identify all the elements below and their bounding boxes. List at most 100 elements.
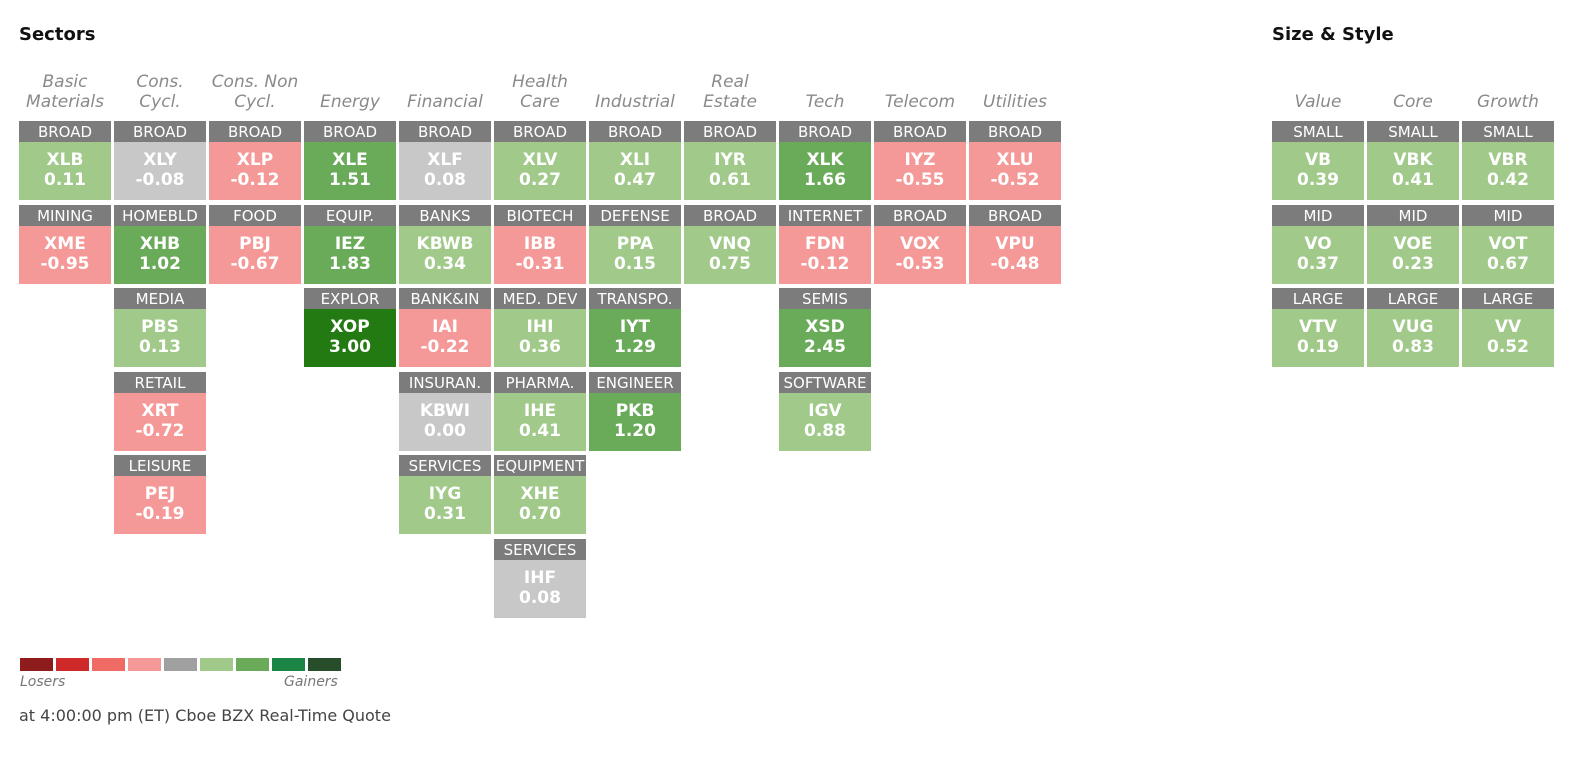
etf-tile-iyr[interactable]: BROAD IYR 0.61 xyxy=(684,121,776,200)
tile-ticker: XLI xyxy=(619,150,651,170)
etf-tile-vbr[interactable]: SMALL VBR 0.42 xyxy=(1462,121,1554,200)
etf-tile-vv[interactable]: LARGE VV 0.52 xyxy=(1462,288,1554,367)
etf-tile-xlk[interactable]: BROAD XLK 1.66 xyxy=(779,121,871,200)
etf-tile-vb[interactable]: SMALL VB 0.39 xyxy=(1272,121,1364,200)
tile-category-label: MINING xyxy=(19,204,111,226)
etf-tile-vnq[interactable]: BROAD VNQ 0.75 xyxy=(684,204,776,284)
tile-category-label: EXPLOR xyxy=(304,288,396,309)
etf-tile-pej[interactable]: LEISURE PEJ -0.19 xyxy=(114,455,206,534)
etf-tile-fdn[interactable]: INTERNET FDN -0.12 xyxy=(779,204,871,284)
column-header: Cons. Cycl. xyxy=(136,72,184,112)
etf-tile-xme[interactable]: MINING XME -0.95 xyxy=(19,204,111,284)
etf-tile-vtv[interactable]: LARGE VTV 0.19 xyxy=(1272,288,1364,367)
legend-swatch xyxy=(272,658,305,671)
tile-change: 0.61 xyxy=(709,170,751,190)
tile-category-label: MEDIA xyxy=(114,288,206,309)
tile-change: 0.88 xyxy=(804,420,846,441)
tile-ticker: XLY xyxy=(143,150,177,170)
column-telecom: Telecom BROAD IYZ -0.55 BROAD VOX -0.53 xyxy=(874,70,966,284)
etf-tile-xhe[interactable]: EQUIPMENT XHE 0.70 xyxy=(494,455,586,534)
tile-change: -0.22 xyxy=(420,337,470,357)
sectors-title: Sectors xyxy=(19,24,96,45)
legend-swatch xyxy=(200,658,233,671)
legend-swatch xyxy=(92,658,125,671)
tile-body: VTV 0.19 xyxy=(1272,309,1364,367)
tile-change: 0.47 xyxy=(614,170,656,190)
etf-tile-pbs[interactable]: MEDIA PBS 0.13 xyxy=(114,288,206,367)
etf-tile-vpu[interactable]: BROAD VPU -0.48 xyxy=(969,204,1061,284)
tile-change: -0.19 xyxy=(135,504,185,524)
tile-change: -0.12 xyxy=(230,170,280,190)
etf-tile-xlu[interactable]: BROAD XLU -0.52 xyxy=(969,121,1061,200)
etf-tile-iez[interactable]: EQUIP. IEZ 1.83 xyxy=(304,204,396,284)
tile-change: 1.66 xyxy=(804,170,846,190)
etf-tile-xrt[interactable]: RETAIL XRT -0.72 xyxy=(114,371,206,451)
etf-tile-kbwi[interactable]: INSURAN. KBWI 0.00 xyxy=(399,371,491,451)
tile-change: 0.83 xyxy=(1392,337,1434,357)
etf-tile-pbj[interactable]: FOOD PBJ -0.67 xyxy=(209,204,301,284)
etf-tile-ibb[interactable]: BIOTECH IBB -0.31 xyxy=(494,204,586,284)
tile-change: 0.23 xyxy=(1392,253,1434,274)
tile-category-label: INTERNET xyxy=(779,204,871,226)
tile-change: -0.52 xyxy=(990,170,1040,190)
tile-ticker: PEJ xyxy=(144,484,176,504)
tile-change: 0.34 xyxy=(424,253,466,274)
tile-category-label: EQUIPMENT xyxy=(494,455,586,476)
tile-change: 0.75 xyxy=(709,253,751,274)
tile-body: XME -0.95 xyxy=(19,225,111,284)
column-value: Value SMALL VB 0.39 MID VO 0.37 LARGE VTV 0.19 xyxy=(1272,70,1364,367)
etf-tile-vo[interactable]: MID VO 0.37 xyxy=(1272,204,1364,284)
etf-tile-ppa[interactable]: DEFENSE PPA 0.15 xyxy=(589,204,681,284)
column-header: Financial xyxy=(407,92,483,112)
etf-tile-xlv[interactable]: BROAD XLV 0.27 xyxy=(494,121,586,200)
column-cons-cycl: Cons. Cycl. BROAD XLY -0.08 HOMEBLD XHB 1.02 ME… xyxy=(114,70,206,534)
etf-tile-iyg[interactable]: SERVICES IYG 0.31 xyxy=(399,455,491,534)
etf-tile-iai[interactable]: BANK&IN IAI -0.22 xyxy=(399,288,491,367)
column-header: Energy xyxy=(320,92,380,112)
column-core: Core SMALL VBK 0.41 MID VOE 0.23 LARGE VUG 0.83 xyxy=(1367,70,1459,367)
etf-tile-ihf[interactable]: SERVICES IHF 0.08 xyxy=(494,538,586,618)
tile-change: -0.72 xyxy=(135,420,185,441)
tile-body: XSD 2.45 xyxy=(779,309,871,367)
tile-ticker: XRT xyxy=(141,400,179,421)
etf-tile-xlp[interactable]: BROAD XLP -0.12 xyxy=(209,121,301,200)
tile-category-label: BROAD xyxy=(19,121,111,142)
etf-tile-xsd[interactable]: SEMIS XSD 2.45 xyxy=(779,288,871,367)
etf-tile-ihi[interactable]: MED. DEV IHI 0.36 xyxy=(494,288,586,367)
etf-tile-vug[interactable]: LARGE VUG 0.83 xyxy=(1367,288,1459,367)
tile-body: IHF 0.08 xyxy=(494,559,586,618)
tile-change: 1.83 xyxy=(329,253,371,274)
tile-change: -0.31 xyxy=(515,253,565,274)
etf-tile-ihe[interactable]: PHARMA. IHE 0.41 xyxy=(494,371,586,451)
etf-tile-vbk[interactable]: SMALL VBK 0.41 xyxy=(1367,121,1459,200)
etf-tile-xle[interactable]: BROAD XLE 1.51 xyxy=(304,121,396,200)
tile-category-label: MED. DEV xyxy=(494,288,586,309)
column-header: Basic Materials xyxy=(26,72,104,112)
etf-tile-xhb[interactable]: HOMEBLD XHB 1.02 xyxy=(114,204,206,284)
tile-change: -0.67 xyxy=(230,253,280,274)
etf-tile-igv[interactable]: SOFTWARE IGV 0.88 xyxy=(779,371,871,451)
etf-tile-xly[interactable]: BROAD XLY -0.08 xyxy=(114,121,206,200)
legend-swatch xyxy=(128,658,161,671)
etf-tile-iyt[interactable]: TRANSPO. IYT 1.29 xyxy=(589,288,681,367)
etf-tile-kbwb[interactable]: BANKS KBWB 0.34 xyxy=(399,204,491,284)
etf-tile-vox[interactable]: BROAD VOX -0.53 xyxy=(874,204,966,284)
tile-category-label: MID xyxy=(1462,204,1554,226)
tile-category-label: BROAD xyxy=(874,204,966,226)
etf-tile-voe[interactable]: MID VOE 0.23 xyxy=(1367,204,1459,284)
etf-tile-xop[interactable]: EXPLOR XOP 3.00 xyxy=(304,288,396,367)
etf-tile-vot[interactable]: MID VOT 0.67 xyxy=(1462,204,1554,284)
etf-tile-iyz[interactable]: BROAD IYZ -0.55 xyxy=(874,121,966,200)
etf-tile-xli[interactable]: BROAD XLI 0.47 xyxy=(589,121,681,200)
tile-category-label: BROAD xyxy=(874,121,966,142)
etf-tile-xlf[interactable]: BROAD XLF 0.08 xyxy=(399,121,491,200)
column-tech: Tech BROAD XLK 1.66 INTERNET FDN -0.12 SEMIS XSD… xyxy=(779,70,871,451)
tile-category-label: LARGE xyxy=(1272,288,1364,309)
tile-body: IYR 0.61 xyxy=(684,142,776,200)
column-utilities: Utilities BROAD XLU -0.52 BROAD VPU -0.48 xyxy=(969,70,1061,284)
column-energy: Energy BROAD XLE 1.51 EQUIP. IEZ 1.83 EXPLOR XOP… xyxy=(304,70,396,367)
etf-tile-xlb[interactable]: BROAD XLB 0.11 xyxy=(19,121,111,200)
etf-tile-pkb[interactable]: ENGINEER PKB 1.20 xyxy=(589,371,681,451)
tile-body: IYZ -0.55 xyxy=(874,142,966,200)
tile-category-label: MID xyxy=(1367,204,1459,226)
